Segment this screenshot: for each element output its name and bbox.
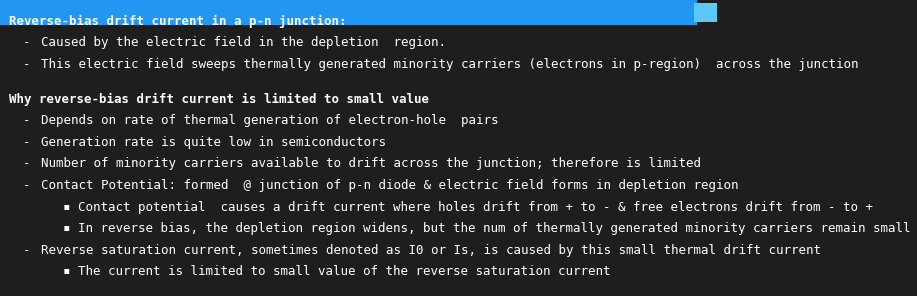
Text: -: - [23,157,30,170]
FancyBboxPatch shape [694,3,717,22]
Text: -: - [23,136,30,149]
FancyBboxPatch shape [0,0,697,25]
Text: ▪: ▪ [62,266,70,279]
Text: Caused by the electric field in the depletion  region.: Caused by the electric field in the depl… [41,36,447,49]
Text: This electric field sweeps thermally generated minority carriers (electrons in p: This electric field sweeps thermally gen… [41,58,858,71]
Text: The current is limited to small value of the reverse saturation current: The current is limited to small value of… [78,266,611,279]
Text: -: - [23,244,30,257]
Text: Contact Potential: formed  @ junction of p-n diode & electric field forms in dep: Contact Potential: formed @ junction of … [41,179,739,192]
Text: Generation rate is quite low in semiconductors: Generation rate is quite low in semicond… [41,136,386,149]
Text: Reverse-bias drift current in a p-n junction:: Reverse-bias drift current in a p-n junc… [9,15,347,28]
Text: -: - [23,114,30,127]
Text: Depends on rate of thermal generation of electron-hole  pairs: Depends on rate of thermal generation of… [41,114,499,127]
Text: ▪: ▪ [62,201,70,214]
Text: Reverse saturation current, sometimes denoted as I0 or Is, is caused by this sma: Reverse saturation current, sometimes de… [41,244,822,257]
Text: Number of minority carriers available to drift across the junction; therefore is: Number of minority carriers available to… [41,157,702,170]
Text: In reverse bias, the depletion region widens, but the num of thermally generated: In reverse bias, the depletion region wi… [78,222,911,235]
Text: Why reverse-bias drift current is limited to small value: Why reverse-bias drift current is limite… [9,93,429,106]
Text: -: - [23,179,30,192]
Text: -: - [23,58,30,71]
Text: Contact potential  causes a drift current where holes drift from + to - & free e: Contact potential causes a drift current… [78,201,873,214]
Text: -: - [23,36,30,49]
Text: ▪: ▪ [62,222,70,235]
